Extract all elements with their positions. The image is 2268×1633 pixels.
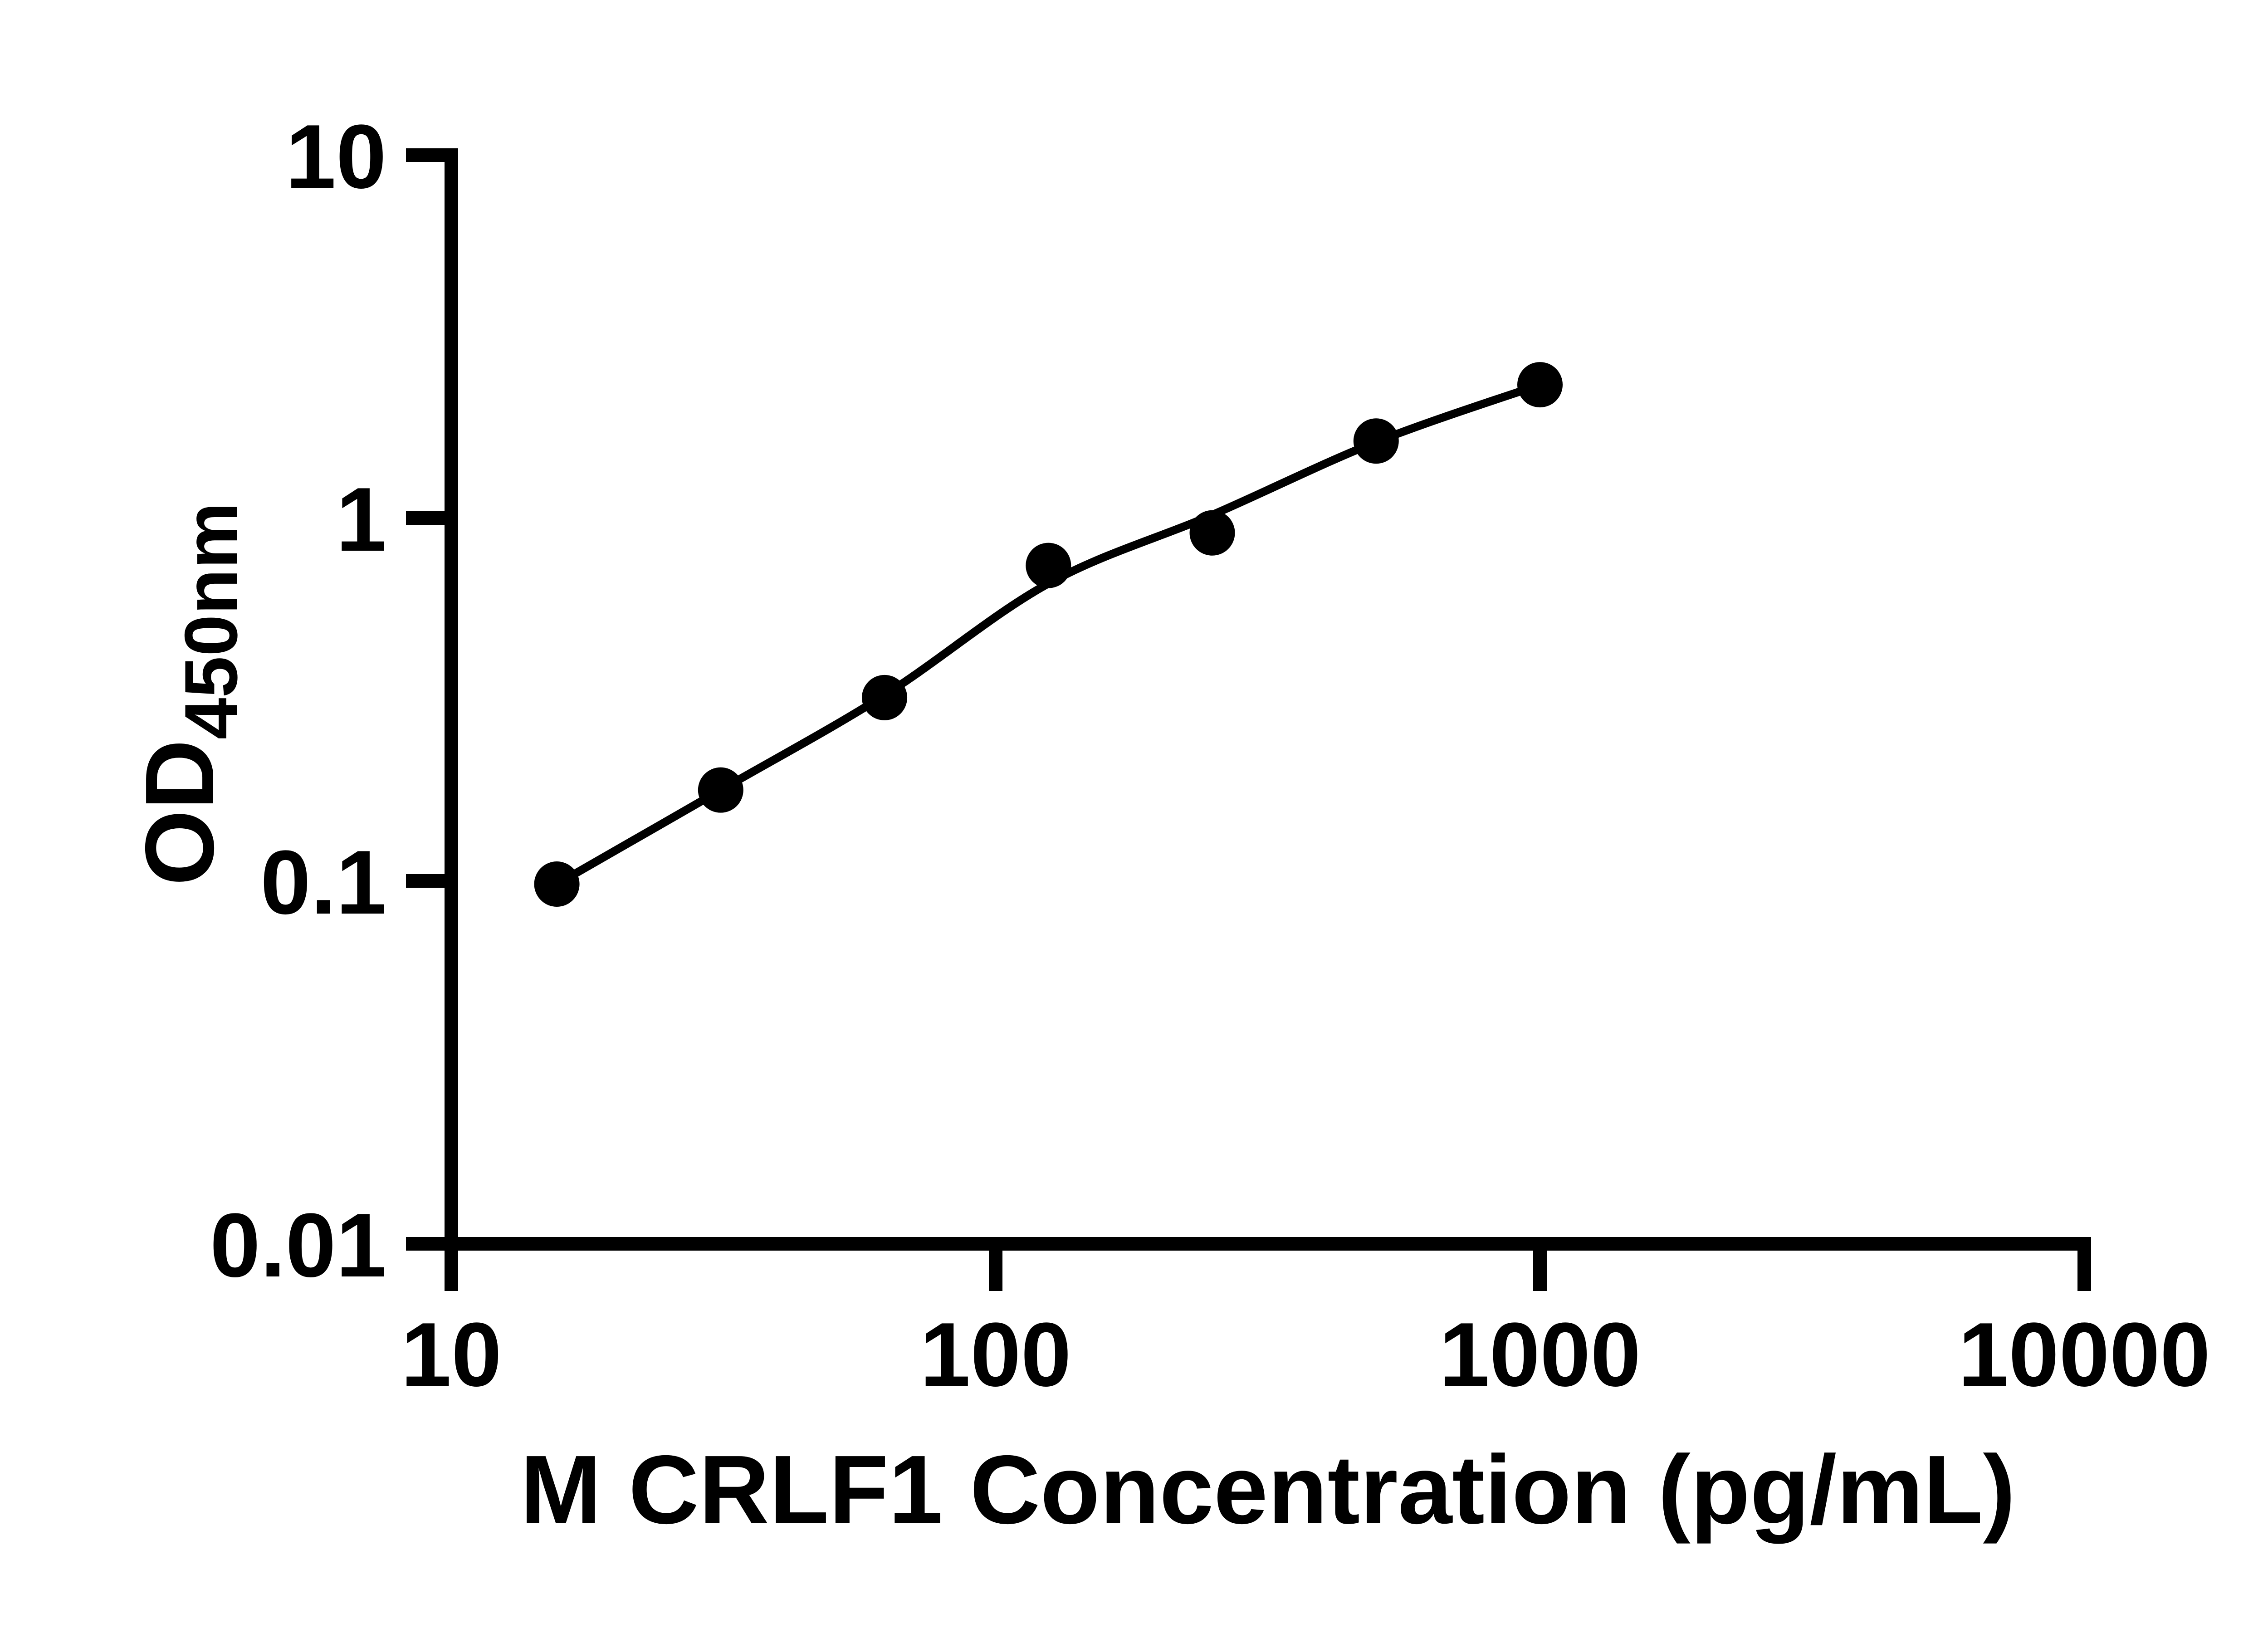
data-point-marker	[1353, 418, 1399, 464]
data-point-marker	[1189, 510, 1235, 556]
y-axis-title-main: OD	[125, 739, 234, 886]
y-tick-label: 0.01	[210, 1195, 386, 1296]
y-tick-label: 10	[286, 106, 386, 207]
y-axis-title-subscript: 450nm	[169, 502, 253, 739]
x-tick-label: 10000	[1958, 1304, 2210, 1405]
data-point-marker	[534, 861, 580, 907]
data-point-marker	[698, 767, 743, 813]
x-tick-label: 100	[920, 1304, 1071, 1405]
data-point-marker	[1026, 543, 1071, 588]
x-axis-title: M CRLF1 Concentration (pg/mL)	[520, 1435, 2015, 1544]
plot-layer	[534, 362, 1563, 907]
y-tick-label: 1	[336, 469, 386, 570]
data-point-marker	[1517, 362, 1563, 408]
x-tick-label: 10	[401, 1304, 502, 1405]
x-tick-label: 1000	[1439, 1304, 1641, 1405]
y-axis-title: OD450nm	[125, 502, 253, 885]
data-point-marker	[862, 675, 908, 720]
y-tick-label: 0.1	[260, 832, 386, 933]
